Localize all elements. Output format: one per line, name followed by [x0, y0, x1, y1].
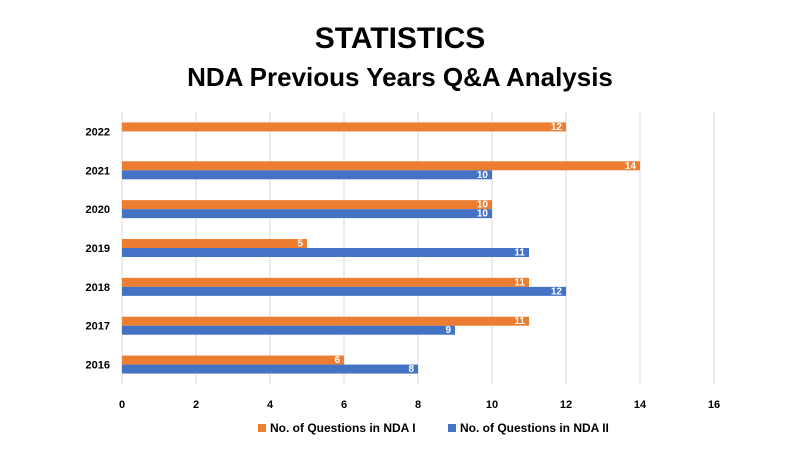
data-label-nda2-2020: 10: [477, 209, 489, 220]
x-tick-label-4: 4: [267, 399, 274, 411]
bar-nda1-2021: [122, 161, 640, 171]
x-tick-label-2: 2: [193, 399, 199, 411]
y-tick-label-2016: 2016: [86, 360, 110, 372]
bar-nda2-2017: [122, 325, 455, 335]
data-label-nda2-2016: 8: [408, 364, 414, 375]
y-tick-label-2017: 2017: [86, 321, 110, 333]
legend-label-1: No. of Questions in NDA I: [270, 421, 416, 435]
legend-label-2: No. of Questions in NDA II: [460, 421, 609, 435]
legend-swatch-1: [258, 424, 266, 432]
data-label-nda2-2019: 11: [514, 248, 525, 259]
data-label-nda1-2022: 12: [551, 122, 563, 133]
y-tick-label-2018: 2018: [86, 282, 110, 294]
x-tick-label-0: 0: [119, 399, 125, 411]
bar-nda2-2016: [122, 364, 418, 374]
bar-nda1-2020: [122, 200, 492, 210]
data-label-nda1-2021: 14: [625, 161, 637, 172]
x-tick-label-14: 14: [634, 399, 647, 411]
y-tick-label-2022: 2022: [86, 126, 110, 138]
bar-nda1-2019: [122, 239, 307, 248]
bar-nda1-2022: [122, 122, 566, 132]
bar-nda2-2020: [122, 209, 492, 219]
y-tick-label-2019: 2019: [86, 243, 110, 255]
bar-nda1-2016: [122, 355, 344, 365]
bar-nda1-2017: [122, 316, 529, 326]
bar-nda2-2019: [122, 248, 529, 257]
data-label-nda1-2019: 5: [297, 239, 303, 250]
y-tick-label-2020: 2020: [86, 204, 110, 216]
chart-subtitle: NDA Previous Years Q&A Analysis: [187, 62, 613, 92]
data-label-nda2-2018: 12: [551, 286, 563, 297]
x-tick-label-12: 12: [560, 399, 572, 411]
x-tick-label-6: 6: [341, 399, 347, 411]
data-label-nda1-2017: 11: [514, 316, 525, 327]
bar-nda2-2021: [122, 170, 492, 180]
x-tick-label-10: 10: [486, 399, 498, 411]
data-label-nda2-2021: 10: [477, 170, 489, 181]
data-label-nda2-2017: 9: [445, 325, 451, 336]
y-tick-label-2021: 2021: [86, 165, 110, 177]
data-label-nda1-2016: 6: [334, 355, 340, 366]
bar-nda1-2018: [122, 277, 529, 287]
data-label-nda1-2020: 10: [477, 200, 489, 211]
chart-title: STATISTICS: [314, 22, 486, 55]
data-label-nda1-2018: 11: [514, 277, 525, 288]
bar-nda2-2018: [122, 286, 566, 296]
legend-swatch-2: [448, 424, 456, 432]
x-tick-label-16: 16: [708, 399, 720, 411]
x-tick-label-8: 8: [415, 399, 421, 411]
